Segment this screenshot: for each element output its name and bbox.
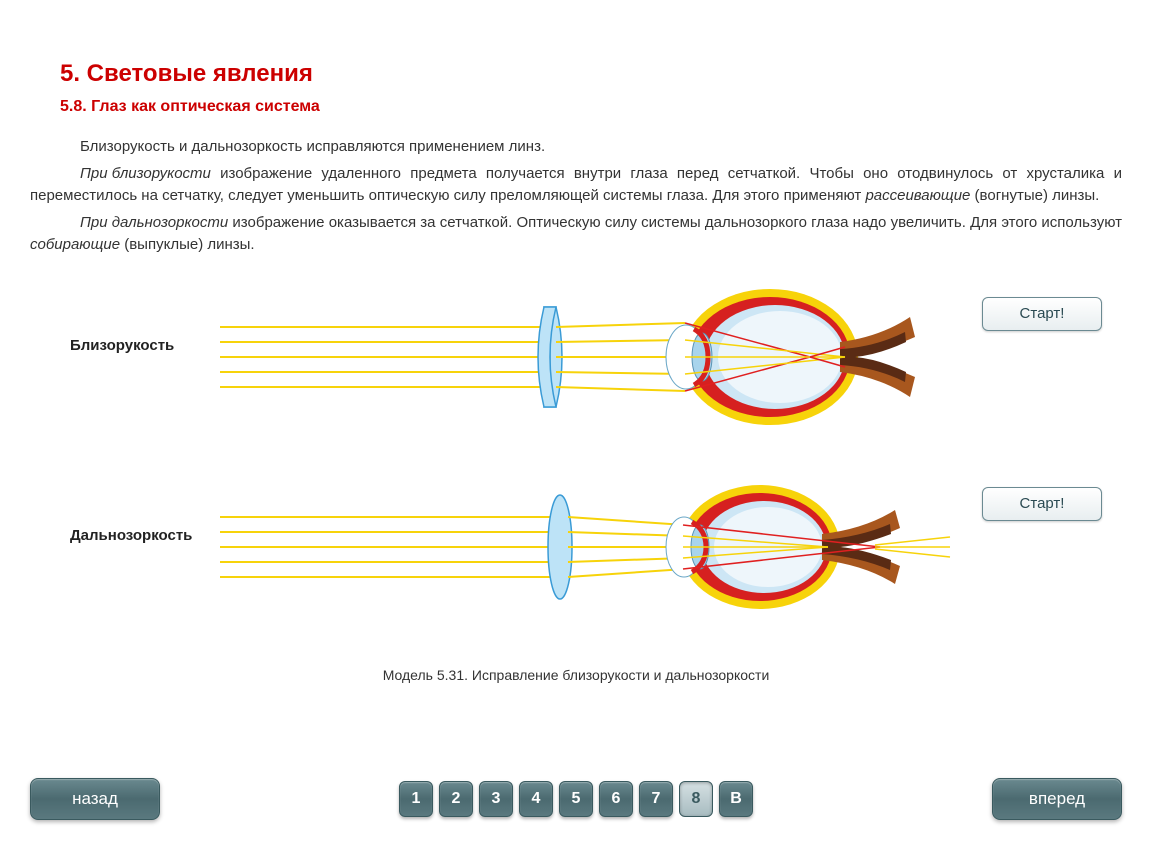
page-button-7[interactable]: 7 (639, 781, 673, 817)
chapter-title: 5. Световые явления (60, 60, 1122, 88)
start-button-myopia[interactable]: Старт! (982, 297, 1102, 331)
diagram-row-hyperopia: Дальнозоркость (30, 467, 1122, 627)
page-button-5[interactable]: 5 (559, 781, 593, 817)
paragraph-intro: Близорукость и дальнозоркость исправляют… (30, 136, 1122, 159)
diagram-area: Близорукость (30, 277, 1122, 657)
page-button-8[interactable]: 8 (679, 781, 713, 817)
page-buttons: 1 2 3 4 5 6 7 8 В (399, 781, 753, 817)
back-button[interactable]: назад (30, 778, 160, 820)
page-button-v[interactable]: В (719, 781, 753, 817)
forward-button[interactable]: вперед (992, 778, 1122, 820)
page-button-1[interactable]: 1 (399, 781, 433, 817)
paragraph-myopia: При близорукости изображение удаленного … (30, 163, 1122, 208)
nav-bar: назад 1 2 3 4 5 6 7 8 В вперед (30, 774, 1122, 824)
diagram-row-myopia: Близорукость (30, 277, 1122, 437)
page-button-4[interactable]: 4 (519, 781, 553, 817)
page-button-6[interactable]: 6 (599, 781, 633, 817)
start-button-hyperopia[interactable]: Старт! (982, 487, 1102, 521)
eye-diagram-myopia (220, 277, 980, 437)
diagram-label-hyperopia: Дальнозоркость (70, 527, 192, 544)
paragraph-hyperopia: При дальнозоркости изображение оказывает… (30, 212, 1122, 257)
diagram-label-myopia: Близорукость (70, 337, 174, 354)
eye-diagram-hyperopia (220, 467, 1000, 627)
section-title: 5.8. Глаз как оптическая система (60, 98, 1122, 116)
diagram-caption: Модель 5.31. Исправление близорукости и … (30, 667, 1122, 683)
page-button-2[interactable]: 2 (439, 781, 473, 817)
page-button-3[interactable]: 3 (479, 781, 513, 817)
